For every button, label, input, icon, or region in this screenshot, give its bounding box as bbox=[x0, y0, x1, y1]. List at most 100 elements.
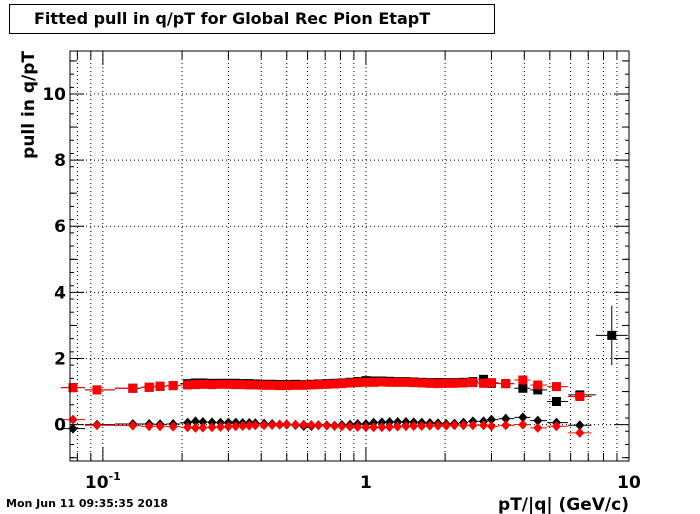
data-point-diamond bbox=[128, 420, 138, 431]
data-point-diamond bbox=[518, 412, 528, 423]
data-point-square bbox=[337, 379, 347, 389]
data-point-square bbox=[92, 385, 102, 395]
data-point-square bbox=[449, 378, 459, 388]
data-point-square bbox=[191, 380, 201, 390]
data-point-diamond bbox=[231, 421, 241, 432]
data-point-square bbox=[501, 379, 511, 389]
data-point-diamond bbox=[501, 413, 511, 424]
y-tick-label: 8 bbox=[54, 151, 66, 171]
data-point-square bbox=[377, 377, 387, 387]
data-point-square bbox=[291, 380, 301, 390]
data-point-diamond bbox=[409, 420, 419, 431]
data-point-square bbox=[518, 383, 528, 393]
data-point-square bbox=[244, 380, 254, 390]
data-point-diamond bbox=[207, 422, 217, 433]
data-point-diamond bbox=[238, 420, 248, 431]
data-point-diamond bbox=[313, 420, 323, 431]
data-point-square bbox=[322, 379, 332, 389]
data-point-diamond bbox=[267, 419, 277, 430]
data-point-diamond bbox=[425, 420, 435, 431]
data-point-square bbox=[401, 377, 411, 387]
data-point-diamond bbox=[575, 427, 585, 438]
data-point-diamond bbox=[291, 419, 301, 430]
data-point-diamond bbox=[479, 420, 489, 431]
data-point-diamond bbox=[92, 420, 102, 431]
data-point-diamond bbox=[369, 422, 379, 433]
data-point-diamond bbox=[441, 420, 451, 431]
x-tick-label: 10-1 bbox=[85, 470, 121, 493]
y-tick-label: 4 bbox=[54, 283, 66, 303]
data-point-square bbox=[223, 379, 233, 389]
data-point-square bbox=[385, 377, 395, 387]
data-point-square bbox=[425, 378, 435, 388]
data-point-square bbox=[409, 378, 419, 388]
data-point-square bbox=[207, 380, 217, 390]
data-point-diamond bbox=[518, 419, 528, 430]
data-point-diamond bbox=[275, 419, 285, 430]
data-point-diamond bbox=[168, 421, 178, 432]
data-point-diamond bbox=[449, 420, 459, 431]
data-point-square bbox=[144, 382, 154, 392]
data-point-diamond bbox=[533, 415, 543, 426]
data-point-diamond bbox=[259, 420, 269, 431]
data-point-diamond bbox=[345, 421, 355, 432]
data-point-square bbox=[369, 377, 379, 387]
data-point-diamond bbox=[575, 420, 585, 431]
y-tick-label: 6 bbox=[54, 217, 66, 237]
data-point-square bbox=[155, 381, 165, 391]
data-point-square bbox=[238, 380, 248, 390]
data-point-diamond bbox=[330, 420, 340, 431]
timestamp: Mon Jun 11 09:35:35 2018 bbox=[6, 497, 169, 510]
data-point-square bbox=[551, 396, 561, 406]
data-point-square bbox=[486, 378, 496, 388]
x-tick-label: 10 bbox=[617, 473, 641, 493]
data-point-diamond bbox=[433, 420, 443, 431]
data-point-diamond bbox=[198, 416, 208, 427]
chart-title: Fitted pull in q/pT for Global Rec Pion … bbox=[9, 4, 495, 34]
data-point-square bbox=[275, 381, 285, 391]
data-point-square bbox=[183, 380, 193, 390]
data-point-diamond bbox=[533, 422, 543, 433]
data-point-square bbox=[575, 392, 585, 402]
data-point-square bbox=[518, 375, 528, 385]
data-point-square bbox=[313, 380, 323, 390]
x-tick-label: 1 bbox=[360, 473, 372, 493]
y-tick-label: 0 bbox=[54, 416, 66, 436]
data-point-diamond bbox=[551, 421, 561, 432]
data-point-square bbox=[282, 381, 292, 391]
data-point-diamond bbox=[306, 419, 316, 430]
data-point-diamond bbox=[155, 421, 165, 432]
data-point-diamond bbox=[417, 420, 427, 431]
data-point-diamond bbox=[244, 420, 254, 431]
data-point-diamond bbox=[215, 421, 225, 432]
axis-labels: 0 2 4 6 8 10 10-1 1 10 pT/|q| (GeV/c) pull in q/pT bbox=[19, 51, 641, 514]
data-point-square bbox=[299, 380, 309, 390]
data-point-square bbox=[417, 378, 427, 388]
data-point-square bbox=[433, 379, 443, 389]
data-point-diamond bbox=[385, 421, 395, 432]
data-point-square bbox=[607, 330, 617, 340]
data-point-square bbox=[393, 377, 403, 387]
data-point-diamond bbox=[486, 421, 496, 432]
data-point-diamond bbox=[501, 420, 511, 431]
data-point-diamond bbox=[299, 419, 309, 430]
y-tick-label: 2 bbox=[54, 350, 66, 370]
data-point-square bbox=[128, 383, 138, 393]
data-point-diamond bbox=[144, 421, 154, 432]
data-point-square bbox=[551, 382, 561, 392]
data-point-diamond bbox=[337, 421, 347, 432]
data-point-square bbox=[168, 381, 178, 391]
y-axis-title: pull in q/pT bbox=[19, 51, 39, 159]
data-point-diamond bbox=[361, 422, 371, 433]
data-point-diamond bbox=[183, 422, 193, 433]
data-point-diamond bbox=[401, 421, 411, 432]
x-axis-title: pT/|q| (GeV/c) bbox=[498, 495, 629, 514]
plot-frame bbox=[69, 50, 630, 462]
data-point-square bbox=[215, 379, 225, 389]
data-point-square bbox=[441, 378, 451, 388]
data-point-square bbox=[68, 383, 78, 393]
data-marks bbox=[61, 305, 628, 438]
data-point-square bbox=[459, 378, 469, 388]
data-point-square bbox=[479, 378, 489, 388]
